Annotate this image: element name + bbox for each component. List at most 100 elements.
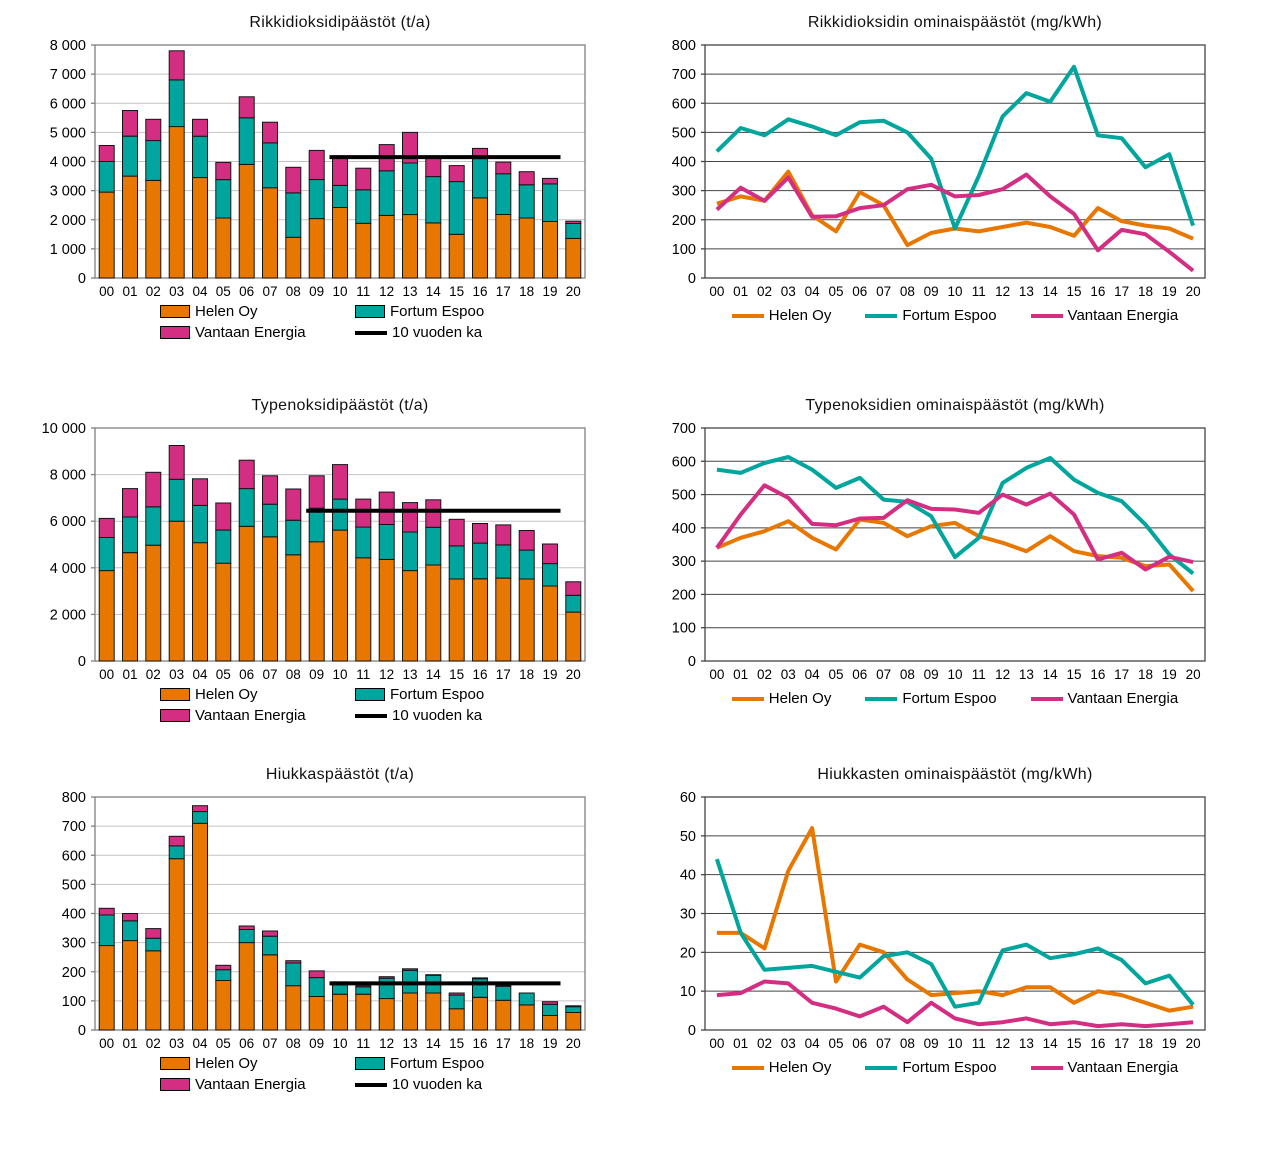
svg-text:100: 100 — [672, 621, 696, 637]
legend-swatch — [865, 1065, 898, 1070]
series-line-helen_oy — [716, 826, 1194, 1013]
series-line-vantaan_energia — [716, 979, 1194, 1029]
legend-item-10-vuoden-ka: 10 vuoden ka — [355, 324, 520, 341]
svg-text:06: 06 — [852, 1036, 867, 1051]
svg-text:2 000: 2 000 — [50, 607, 86, 623]
legend-label: 10 vuoden ka — [392, 707, 483, 724]
svg-text:16: 16 — [1090, 284, 1105, 299]
svg-text:03: 03 — [781, 1036, 796, 1051]
chart-legend: Helen Oy Fortum Espoo Vantaan Energia — [635, 307, 1275, 324]
svg-text:19: 19 — [542, 667, 557, 682]
svg-text:07: 07 — [876, 667, 891, 682]
svg-text:11: 11 — [972, 284, 986, 299]
legend-swatch — [160, 688, 190, 701]
legend-swatch — [355, 1082, 387, 1087]
chart-legend: Helen Oy Fortum Espoo Vantaan Energia — [635, 690, 1275, 707]
svg-text:14: 14 — [1043, 667, 1059, 682]
legend-swatch — [731, 313, 764, 318]
svg-text:12: 12 — [995, 284, 1010, 299]
bars-layer — [98, 445, 582, 662]
legend-label: Helen Oy — [195, 303, 258, 320]
chart-title: Typenoksidipäästöt (t/a) — [251, 397, 429, 414]
svg-text:01: 01 — [122, 1036, 137, 1051]
legend-swatch — [731, 1065, 764, 1070]
legend-item-vantaan-energia: Vantaan Energia — [1030, 1059, 1178, 1076]
svg-text:800: 800 — [672, 38, 696, 54]
svg-text:12: 12 — [379, 1036, 394, 1051]
legend-swatch — [731, 696, 764, 701]
legend-label: Fortum Espoo — [390, 303, 485, 320]
svg-text:05: 05 — [216, 284, 231, 299]
svg-text:50: 50 — [680, 829, 696, 845]
svg-text:08: 08 — [286, 667, 301, 682]
legend-swatch — [1030, 696, 1063, 701]
series-line-fortum_espoo — [714, 858, 1195, 1009]
legend-item-vantaan-energia: Vantaan Energia — [1030, 690, 1178, 707]
chart-legend: Helen Oy Fortum Espoo Vantaan Energia 10 vu… — [20, 1055, 660, 1093]
chart-legend: Helen Oy Fortum Espoo Vantaan Energia 10 vu… — [20, 686, 660, 724]
series-line-fortum_espoo — [715, 64, 1195, 231]
svg-text:10: 10 — [947, 1036, 962, 1051]
svg-text:20: 20 — [566, 1036, 581, 1051]
svg-text:14: 14 — [426, 1036, 442, 1051]
svg-text:700: 700 — [62, 819, 86, 835]
svg-text:16: 16 — [1090, 1036, 1105, 1051]
svg-text:09: 09 — [309, 284, 324, 299]
svg-text:18: 18 — [519, 284, 534, 299]
x-axis: 00 01 02 03 04 05 06 07 08 09 10 11 12 13 14 15 16 17 18 19… — [99, 284, 581, 299]
legend-item-fortum-espoo: Fortum Espoo — [355, 1055, 520, 1072]
legend-label: Helen Oy — [195, 1055, 258, 1072]
svg-text:01: 01 — [733, 284, 748, 299]
svg-text:07: 07 — [876, 1036, 891, 1051]
svg-text:12: 12 — [995, 1036, 1010, 1051]
svg-text:15: 15 — [449, 1036, 464, 1051]
svg-text:13: 13 — [402, 284, 417, 299]
svg-text:07: 07 — [262, 1036, 277, 1051]
legend-label: Vantaan Energia — [1067, 307, 1179, 324]
svg-text:06: 06 — [239, 1036, 254, 1051]
svg-text:08: 08 — [900, 1036, 915, 1051]
svg-text:700: 700 — [672, 421, 696, 437]
svg-text:6 000: 6 000 — [50, 96, 86, 112]
svg-text:02: 02 — [146, 1036, 161, 1051]
chart-legend: Helen Oy Fortum Espoo Vantaan Energia — [635, 1059, 1275, 1076]
svg-text:12: 12 — [995, 667, 1010, 682]
svg-text:600: 600 — [672, 454, 696, 470]
svg-text:200: 200 — [672, 213, 696, 229]
legend-label: Fortum Espoo — [902, 690, 997, 707]
svg-text:600: 600 — [62, 848, 86, 864]
legend-item-vantaan-energia: Vantaan Energia — [160, 324, 355, 341]
legend-swatch — [1030, 313, 1063, 318]
svg-text:700: 700 — [672, 67, 696, 83]
svg-text:13: 13 — [1019, 1036, 1034, 1051]
svg-text:100: 100 — [672, 242, 696, 258]
legend-item-vantaan-energia: Vantaan Energia — [160, 707, 355, 724]
svg-text:20: 20 — [566, 667, 581, 682]
legend-swatch — [160, 305, 190, 318]
svg-text:10: 10 — [947, 284, 962, 299]
svg-text:09: 09 — [309, 667, 324, 682]
svg-text:02: 02 — [757, 284, 772, 299]
svg-text:02: 02 — [146, 667, 161, 682]
gridlines — [95, 796, 585, 1002]
svg-text:14: 14 — [1043, 1036, 1059, 1051]
legend-item-fortum-espoo: Fortum Espoo — [355, 686, 520, 703]
y-axis: 0 100 200 300 400 500 600 700 800 — [672, 38, 705, 287]
legend-label: Helen Oy — [768, 1059, 832, 1076]
svg-text:00: 00 — [99, 1036, 114, 1051]
legend-label: Fortum Espoo — [390, 1055, 485, 1072]
svg-text:20: 20 — [1186, 1036, 1201, 1051]
svg-text:12: 12 — [379, 284, 394, 299]
svg-text:06: 06 — [239, 284, 254, 299]
svg-text:07: 07 — [262, 284, 277, 299]
svg-text:17: 17 — [496, 667, 511, 682]
legend-label: 10 vuoden ka — [392, 324, 483, 341]
svg-text:300: 300 — [62, 936, 86, 952]
svg-text:14: 14 — [426, 667, 442, 682]
chart-plot: 0 100 200 300 400 500 600 700 00 01 02 03 04 05 06 07 08… — [672, 421, 1206, 682]
y-axis: 0 1 000 2 000 3 000 4 000 5 000 6 000 7 000 8 00… — [50, 38, 95, 287]
svg-text:30: 30 — [680, 907, 696, 923]
